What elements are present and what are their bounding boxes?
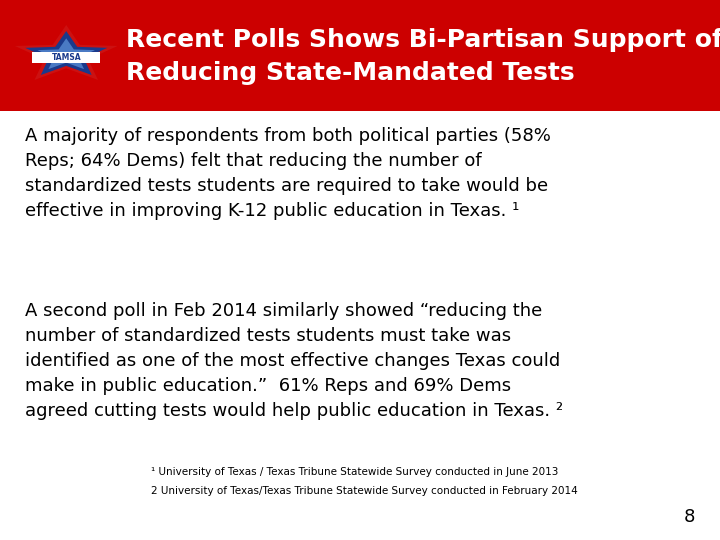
Text: Reducing State-Mandated Tests: Reducing State-Mandated Tests: [126, 61, 575, 85]
Text: 8: 8: [683, 509, 695, 526]
Text: A second poll in Feb 2014 similarly showed “reducing the
number of standardized : A second poll in Feb 2014 similarly show…: [25, 302, 563, 421]
Text: Recent Polls Shows Bi-Partisan Support of: Recent Polls Shows Bi-Partisan Support o…: [126, 28, 720, 52]
Text: ¹ University of Texas / Texas Tribune Statewide Survey conducted in June 2013: ¹ University of Texas / Texas Tribune St…: [151, 467, 559, 477]
Polygon shape: [25, 31, 107, 75]
FancyBboxPatch shape: [32, 52, 101, 63]
Bar: [0, 0, 720, 111]
Text: TAMSA: TAMSA: [51, 53, 81, 62]
Polygon shape: [37, 38, 95, 69]
Polygon shape: [15, 25, 117, 80]
Text: A majority of respondents from both political parties (58%
Reps; 64% Dems) felt : A majority of respondents from both poli…: [25, 127, 551, 220]
Text: 2 University of Texas/Texas Tribune Statewide Survey conducted in February 2014: 2 University of Texas/Texas Tribune Stat…: [151, 486, 578, 496]
